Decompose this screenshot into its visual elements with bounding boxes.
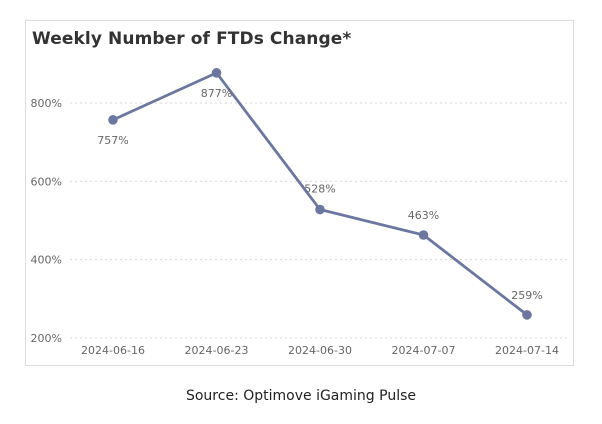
data-label: 528% — [304, 183, 335, 196]
y-tick-label: 200% — [31, 332, 62, 345]
x-axis-ticks: 2024-06-16 2024-06-23 2024-06-30 2024-07-07… — [81, 344, 559, 357]
data-point — [418, 230, 429, 240]
data-label: 757% — [97, 134, 128, 147]
data-point — [108, 115, 118, 125]
y-tick-label: 400% — [31, 254, 62, 267]
series-layer — [108, 68, 532, 320]
data-point — [315, 204, 325, 215]
data-point — [522, 310, 532, 320]
data-label: 463% — [408, 209, 439, 222]
x-tick-label: 2024-07-07 — [392, 344, 456, 357]
data-labels: 757% 877% 528% 463% 259% — [97, 87, 542, 302]
chart-card: Weekly Number of FTDs Change* — [25, 20, 574, 366]
data-label: 877% — [201, 87, 232, 100]
x-tick-label: 2024-06-30 — [288, 344, 352, 357]
data-label: 259% — [511, 289, 542, 302]
chart-title: Weekly Number of FTDs Change* — [32, 29, 352, 49]
x-tick-label: 2024-06-16 — [81, 344, 145, 357]
y-tick-label: 800% — [31, 97, 62, 110]
x-tick-label: 2024-07-14 — [495, 344, 559, 357]
gridlines — [70, 102, 570, 339]
x-tick-label: 2024-06-23 — [185, 344, 249, 357]
y-tick-label: 600% — [31, 175, 62, 188]
y-axis-ticks: 200% 400% 600% 800% — [31, 97, 62, 345]
source-caption: Source: Optimove iGaming Pulse — [185, 388, 416, 404]
data-point — [211, 68, 222, 78]
